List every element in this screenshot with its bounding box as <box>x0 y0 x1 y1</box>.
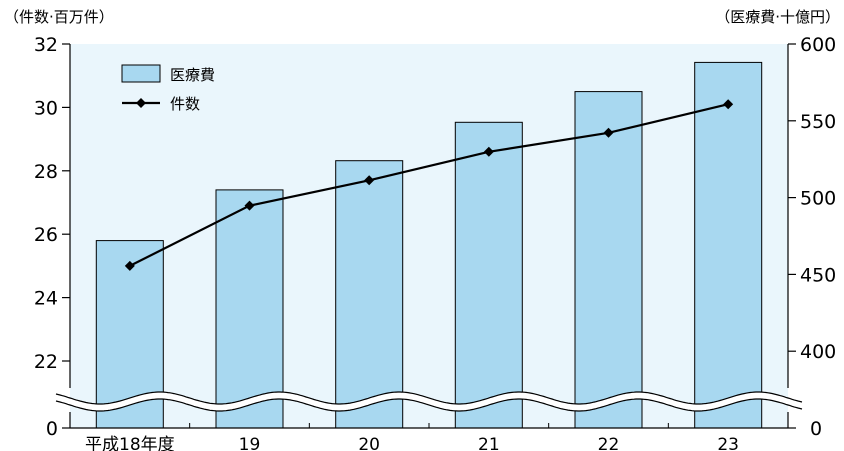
legend-line-label: 件数 <box>170 95 200 113</box>
right-tick-label-2: 500 <box>800 188 836 210</box>
right-tick-label-baseline: 0 <box>810 418 822 440</box>
left-tick-label-4: 30 <box>34 97 58 119</box>
axis-break-wave-bottom <box>55 398 803 412</box>
bar-4 <box>574 91 643 429</box>
line-series <box>129 103 729 267</box>
line-point-2 <box>364 175 375 186</box>
axis-break-band <box>56 392 802 411</box>
x-tick-label-3: 21 <box>478 435 500 451</box>
x-tick-label-2: 20 <box>358 435 380 451</box>
line-point-4 <box>603 127 614 138</box>
bar-1 <box>215 189 284 429</box>
line-point-1 <box>244 200 255 211</box>
left-tick-label-5: 32 <box>34 34 58 56</box>
left-tick-label-baseline: 0 <box>46 418 58 440</box>
right-axis-unit-label: （医療費·十億円） <box>715 8 840 26</box>
left-tick-label-3: 28 <box>34 161 58 183</box>
x-tick-label-5: 23 <box>717 435 739 451</box>
legend-line-marker <box>136 98 146 108</box>
axis-break-wave-top <box>55 391 803 405</box>
left-tick-label-2: 26 <box>34 224 58 246</box>
legend-bar-swatch <box>121 64 161 83</box>
bar-2 <box>335 160 404 429</box>
x-tick-label-0: 平成18年度 <box>85 435 175 451</box>
left-tick-label-0: 22 <box>34 351 58 373</box>
x-tick-label-4: 22 <box>598 435 620 451</box>
left-axis-unit-label: （件数·百万件） <box>4 8 114 26</box>
left-tick-label-1: 24 <box>34 288 58 310</box>
bar-3 <box>454 121 523 429</box>
right-tick-label-1: 450 <box>800 264 836 286</box>
right-tick-label-4: 600 <box>800 34 836 56</box>
right-tick-label-3: 550 <box>800 111 836 133</box>
line-point-3 <box>483 146 494 157</box>
line-point-0 <box>124 260 135 271</box>
right-tick-label-0: 400 <box>800 341 836 363</box>
x-tick-label-1: 19 <box>239 435 261 451</box>
legend-bar-label: 医療費 <box>170 66 215 84</box>
line-point-5 <box>723 99 734 110</box>
bar-5 <box>694 61 763 429</box>
